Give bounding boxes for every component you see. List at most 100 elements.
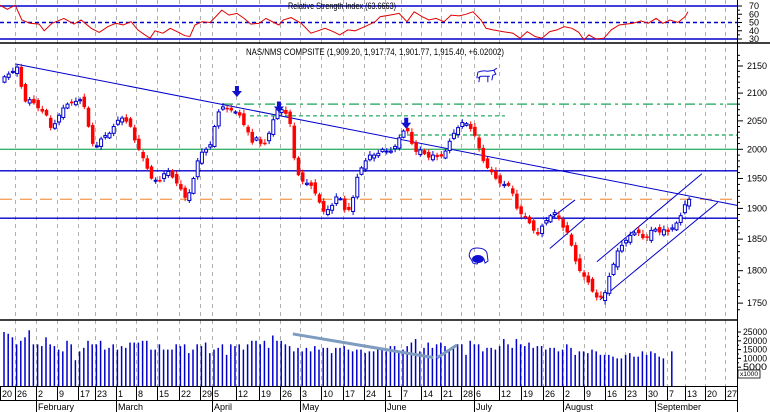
candle-down [527, 215, 532, 225]
candle-up [443, 149, 448, 160]
candle-up [460, 119, 465, 129]
date-tick-label: 19 [261, 389, 271, 399]
date-tick-label: 22 [181, 389, 191, 399]
date-tick-label: 16 [607, 389, 617, 399]
candle-body [263, 142, 267, 145]
date-axis: 20 26 2 9 17 23 1 8 15 22 29 5 12 19 26 3 10 17 24 1 7 14 21 28… [0, 386, 738, 412]
candle-down [435, 152, 439, 161]
date-tick-label: 29 [202, 389, 212, 399]
candle-up [619, 240, 624, 253]
candle-body [414, 142, 418, 152]
volume-unit-label: x1000 [740, 372, 759, 378]
candle-body [372, 154, 377, 159]
date-tick-label: 21 [443, 389, 453, 399]
candle-down [439, 151, 444, 159]
candle-up [162, 171, 167, 183]
date-tick-label: 9 [59, 389, 64, 399]
candle-body [531, 220, 536, 231]
candle-body [485, 158, 490, 169]
candle-body [447, 140, 452, 151]
candle-body [250, 131, 255, 143]
candle-body [557, 215, 561, 220]
candle-down [573, 242, 578, 265]
candle-up [603, 290, 608, 305]
price-axis-label: 2000 [747, 144, 767, 154]
price-axis-label: 2050 [747, 116, 767, 126]
candle-up [418, 146, 423, 157]
candle-body [477, 137, 481, 149]
candle-down [569, 232, 574, 247]
down-arrow-icon [231, 85, 242, 97]
rsi-axis-label: 70 [749, 1, 759, 11]
candle-up [355, 173, 360, 200]
date-tick-label: 5 [214, 389, 219, 399]
candle-body [19, 66, 24, 87]
candle-down [90, 122, 95, 147]
rsi-panel [0, 4, 737, 41]
candle-body [548, 215, 553, 223]
candle-down [519, 204, 523, 218]
candle-body [313, 182, 318, 194]
date-tick-label: 28 [463, 389, 473, 399]
month-label: February [38, 402, 75, 412]
candle-down [145, 155, 150, 171]
candle-up [624, 237, 629, 247]
candle-body [271, 119, 276, 135]
volume-axis-label: 10000 [743, 353, 767, 363]
volume-trendline-volume-decline [292, 332, 434, 359]
candle-body [376, 152, 381, 157]
date-tick-label: 2 [565, 389, 570, 399]
candle-up [120, 115, 125, 126]
candle-down [594, 289, 599, 301]
candle-body [388, 150, 393, 153]
candle-up [607, 272, 612, 296]
candle-body [641, 233, 645, 239]
rsi-line [0, 4, 689, 41]
candle-up [65, 102, 70, 110]
candle-up [384, 148, 389, 155]
candle-down [414, 140, 418, 156]
price-axis-label: 1950 [747, 173, 767, 183]
candle-down [36, 98, 40, 112]
candle-down [561, 216, 565, 232]
candle-down [477, 135, 481, 152]
candle-body [351, 197, 356, 212]
candle-body [397, 137, 402, 149]
candle-up [153, 177, 158, 184]
candle-body [284, 109, 288, 114]
candle-up [325, 205, 330, 217]
candle-down [284, 106, 288, 116]
date-tick-label: 20 [707, 389, 717, 399]
candle-down [342, 195, 347, 213]
candle-body [569, 234, 574, 246]
candle-up [388, 147, 393, 154]
candle-up [15, 64, 20, 77]
candle-body [678, 215, 683, 223]
candle-body [435, 154, 439, 158]
candle-body [128, 118, 133, 127]
candle-up [552, 209, 557, 218]
candle-up [78, 97, 83, 105]
candle-body [124, 117, 129, 122]
candle-body [141, 151, 145, 159]
candle-body [666, 229, 670, 232]
date-tick-label: 12 [501, 389, 511, 399]
date-tick-label: 15 [159, 389, 169, 399]
candle-down [300, 169, 305, 185]
candle-up [6, 71, 11, 81]
candle-body [439, 154, 444, 157]
date-tick-label: 7 [403, 389, 408, 399]
candle-down [510, 185, 515, 197]
date-tick-label: 12 [238, 389, 248, 399]
candle-down [481, 144, 486, 164]
candle-up [73, 97, 78, 107]
candle-down [347, 202, 351, 212]
candle-up [502, 180, 507, 188]
candle-up [10, 67, 15, 75]
candle-body [162, 173, 167, 179]
candle-down [578, 254, 582, 273]
price-panel-title: NAS/NMS COMPSITE (1,909.20, 1,917.74, 1,… [246, 47, 504, 57]
candle-body [208, 144, 213, 148]
candle-up [615, 247, 620, 271]
